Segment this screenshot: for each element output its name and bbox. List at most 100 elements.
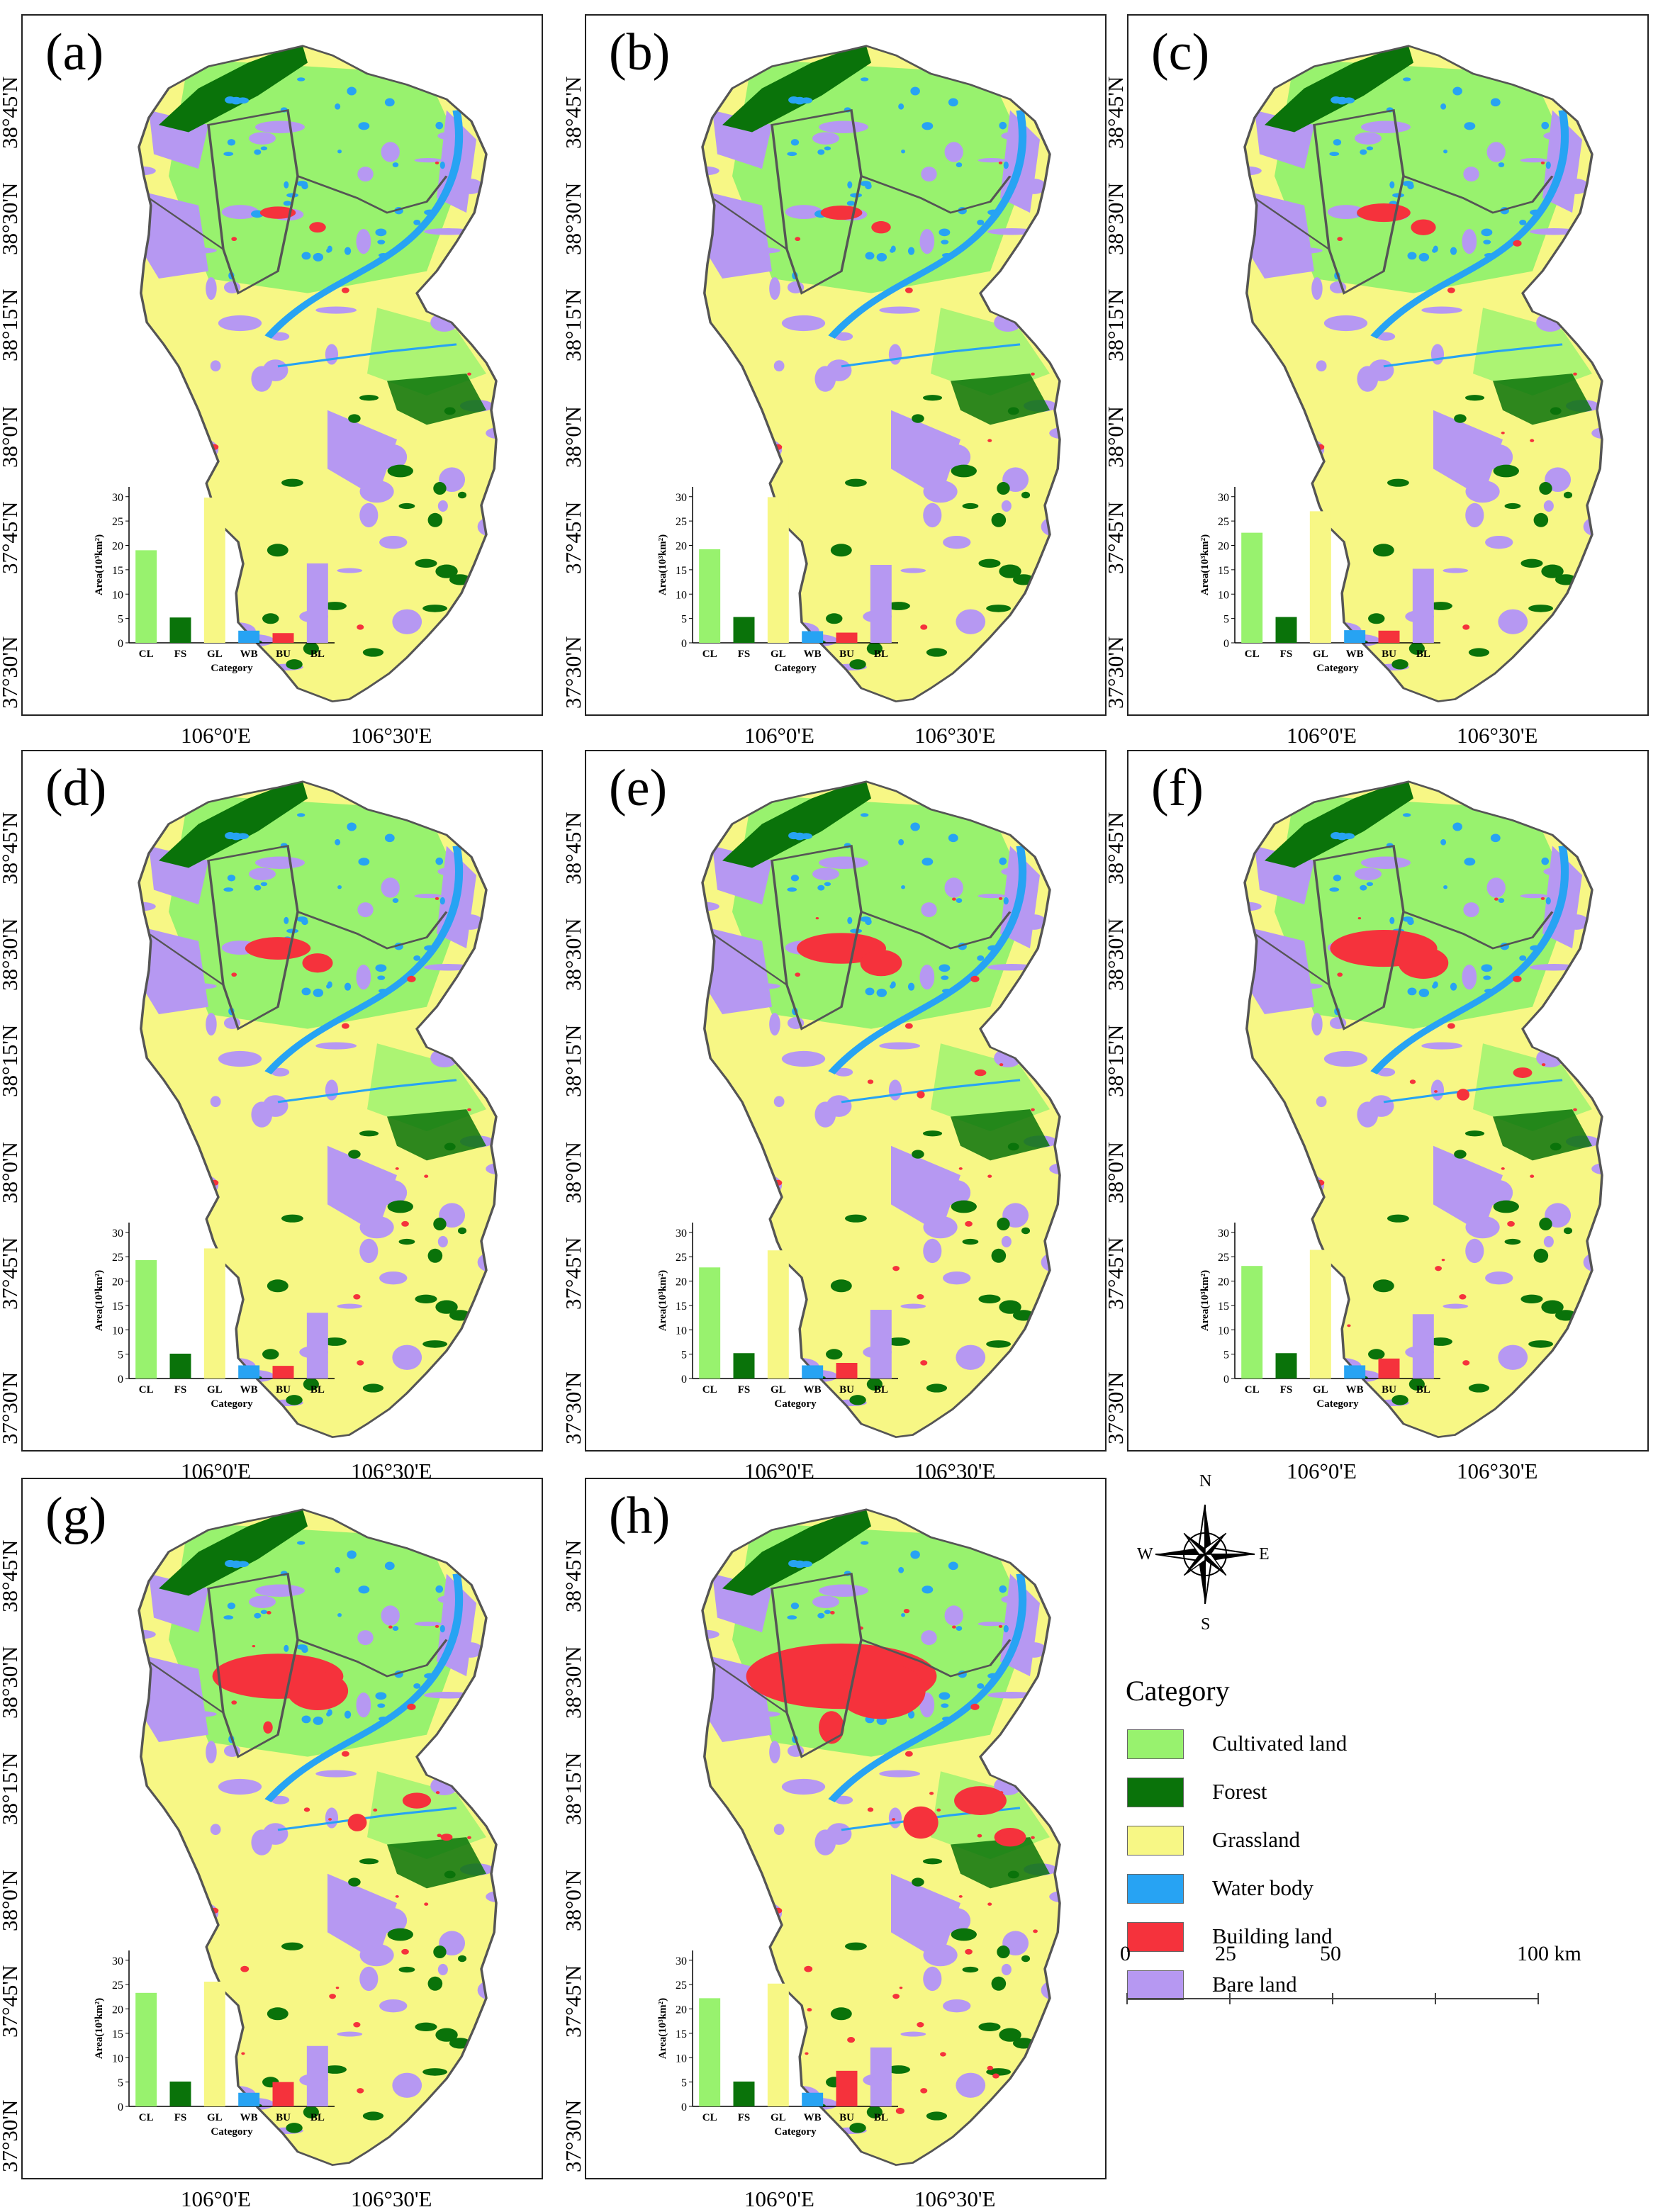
- legend-swatch: [1127, 1778, 1184, 1807]
- bar-bu: [836, 2070, 858, 2106]
- legend-title: Category: [1126, 1675, 1230, 1707]
- latitude-label: 38°15'N: [561, 288, 586, 361]
- ytick-label: 20: [1218, 541, 1229, 553]
- panel-label: (a): [45, 23, 104, 82]
- xtick-label: WB: [240, 2112, 258, 2123]
- ytick-label: 10: [676, 2053, 687, 2065]
- xtick-label: WB: [240, 1384, 258, 1396]
- ytick-label: 0: [118, 2101, 123, 2113]
- ytick-label: 30: [112, 492, 123, 504]
- ytick-label: 5: [118, 1349, 123, 1362]
- bar-fs: [733, 2081, 755, 2106]
- ytick-label: 20: [112, 1276, 123, 1289]
- map-panel: (h) 0 5 10 15 20 25 30 Area(10³km²) CL FS GL WB BU BL C…: [585, 1478, 1107, 2179]
- ytick-label: 20: [112, 541, 123, 553]
- xtick-label: WB: [1346, 649, 1364, 660]
- bar-cl: [135, 550, 157, 643]
- latitude-label: 38°45'N: [561, 76, 586, 149]
- y-axis-label: Area(10³km²): [657, 1998, 668, 2059]
- panel-label: (c): [1151, 23, 1210, 82]
- latitude-label: 38°0'N: [561, 1870, 586, 1931]
- ytick-label: 30: [1218, 1228, 1229, 1240]
- xtick-label: BL: [310, 1384, 325, 1396]
- area-bar-chart: 0 5 10 15 20 25 30 Area(10³km²) CL FS GL WB BU BL Cate…: [1199, 1223, 1440, 1410]
- y-axis-label: Area(10³km²): [1199, 1270, 1211, 1331]
- bar-cl: [1241, 1266, 1263, 1379]
- legend-swatch: [1127, 1729, 1184, 1759]
- ytick-label: 15: [112, 565, 123, 577]
- scale-tick-100: 100 km: [1517, 1942, 1581, 1965]
- legend-swatch: [1127, 1970, 1184, 2000]
- ytick-label: 30: [112, 1228, 123, 1240]
- ytick-label: 15: [676, 2028, 687, 2040]
- latitude-label: 37°30'N: [561, 2099, 586, 2172]
- latitude-label: 37°30'N: [0, 1371, 22, 1444]
- xtick-label: CL: [1245, 1384, 1260, 1396]
- ytick-label: 25: [112, 1980, 123, 1992]
- ytick-label: 25: [676, 1252, 687, 1264]
- latitude-label: 38°0'N: [1103, 1142, 1128, 1203]
- longitude-label: 106°30'E: [914, 723, 996, 748]
- xtick-label: BU: [839, 1384, 854, 1396]
- map-panel: (g) 0 5 10 15 20 25 30 Area(10³km²) CL FS GL WB BU BL C…: [21, 1478, 543, 2179]
- ytick-label: 20: [676, 541, 687, 553]
- bar-gl: [1309, 511, 1331, 643]
- panel-label: (f): [1151, 759, 1204, 817]
- latitude-label: 38°45'N: [0, 812, 22, 885]
- legend-label: Water body: [1212, 1875, 1313, 1900]
- bar-bu: [836, 632, 858, 643]
- latitude-label: 38°15'N: [0, 1752, 22, 1825]
- xtick-label: GL: [207, 649, 223, 660]
- panel-label: (d): [45, 759, 107, 817]
- xtick-label: BL: [1416, 649, 1430, 660]
- ytick-label: 30: [112, 1955, 123, 1967]
- bar-bu: [836, 1363, 858, 1379]
- bar-bl: [1412, 568, 1434, 643]
- legend-label: Forest: [1212, 1779, 1267, 1804]
- bar-wb: [802, 2092, 824, 2106]
- xtick-label: BL: [874, 2112, 888, 2123]
- bar-bu: [1378, 1358, 1400, 1379]
- area-bar-chart: 0 5 10 15 20 25 30 Area(10³km²) CL FS GL WB BU BL Cate…: [657, 487, 898, 674]
- area-bar-chart: 0 5 10 15 20 25 30 Area(10³km²) CL FS GL WB BU BL Cate…: [1199, 487, 1440, 674]
- map-panel: (b) 0 5 10 15 20 25 30 Area(10³km²) CL FS GL WB BU BL C…: [585, 14, 1107, 716]
- ytick-label: 25: [112, 516, 123, 528]
- latitude-label: 37°45'N: [1103, 501, 1128, 574]
- latitude-label: 38°30'N: [0, 1646, 22, 1719]
- ytick-label: 20: [112, 2004, 123, 2016]
- scale-bar-line: [1126, 1993, 1539, 2004]
- latitude-label: 38°15'N: [0, 1024, 22, 1097]
- x-axis-label: Category: [774, 2126, 817, 2138]
- bar-wb: [238, 1365, 260, 1379]
- ytick-label: 5: [681, 1349, 687, 1362]
- bar-wb: [1344, 1365, 1366, 1379]
- latitude-label: 38°45'N: [1103, 812, 1128, 885]
- legend-swatch: [1127, 1826, 1184, 1856]
- ytick-label: 10: [112, 589, 123, 601]
- legend-label: Grassland: [1212, 1827, 1300, 1852]
- longitude-label: 106°0'E: [1287, 723, 1357, 748]
- legend-label: Cultivated land: [1212, 1731, 1348, 1756]
- bar-bl: [870, 2047, 892, 2106]
- latitude-label: 38°30'N: [0, 182, 22, 255]
- land-use-map: [701, 45, 1061, 702]
- bar-fs: [169, 1353, 191, 1379]
- latitude-label: 37°30'N: [1103, 636, 1128, 709]
- latitude-label: 37°45'N: [561, 1237, 586, 1310]
- ytick-label: 10: [1218, 589, 1229, 601]
- bar-gl: [203, 1248, 225, 1379]
- ytick-label: 20: [676, 2004, 687, 2016]
- land-use-map: [1243, 780, 1603, 1438]
- longitude-label: 106°0'E: [744, 723, 814, 748]
- xtick-label: CL: [1245, 649, 1260, 660]
- y-axis-label: Area(10³km²): [657, 534, 668, 595]
- bar-bu: [272, 633, 294, 643]
- xtick-label: GL: [207, 2112, 223, 2123]
- latitude-label: 38°15'N: [1103, 1024, 1128, 1097]
- xtick-label: BU: [1382, 1384, 1396, 1396]
- latitude-label: 38°45'N: [561, 812, 586, 885]
- ytick-label: 15: [676, 565, 687, 577]
- ytick-label: 25: [676, 1980, 687, 1992]
- xtick-label: GL: [207, 1384, 223, 1396]
- ytick-label: 15: [112, 2028, 123, 2040]
